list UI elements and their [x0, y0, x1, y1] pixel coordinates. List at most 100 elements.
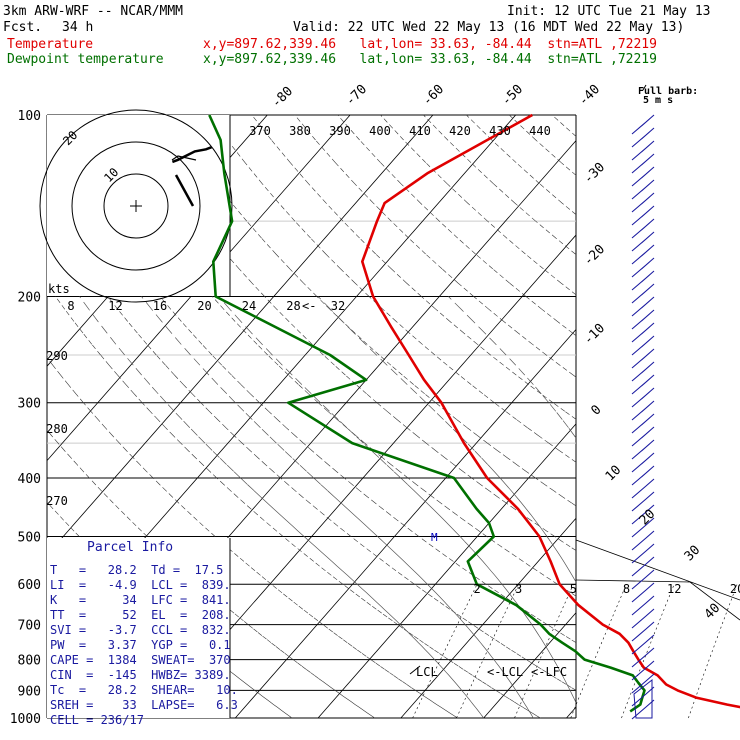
- theta-label: 370: [249, 124, 271, 138]
- model-title: 3km ARW-WRF -- NCAR/MMM: [3, 4, 184, 19]
- wind-barb: [631, 153, 655, 174]
- hodograph-ring: [39, 109, 233, 303]
- isotherm-line: [483, 612, 577, 719]
- theta-left-label: 290: [46, 349, 68, 363]
- wind-barb: [631, 231, 655, 252]
- wind-barb: [631, 543, 655, 564]
- theta-label: 400: [369, 124, 391, 138]
- lfc-label: <-LFC: [531, 665, 567, 679]
- moist-adiabat-line: [141, 296, 534, 719]
- pressure-tick-label-200: 200: [18, 291, 41, 306]
- dry-adiabat-line: [294, 114, 577, 378]
- wind-barb: [631, 335, 655, 356]
- moist-adiabat-line: [79, 296, 484, 719]
- parcel-info-row: LI = -4.9 LCL = 839.: [50, 578, 231, 592]
- isotherm-tick-label: -40: [576, 82, 603, 109]
- dry-adiabat-line: [46, 284, 541, 719]
- isotherm-tick-label: -50: [499, 82, 526, 109]
- theta-label: 430: [489, 124, 511, 138]
- pressure-tick-label-400: 400: [18, 472, 41, 487]
- mixing-ratio-line: [514, 584, 574, 719]
- wind-barb: [631, 673, 655, 694]
- speed-marker-arrow: <-: [302, 299, 316, 313]
- wind-barb: [631, 114, 655, 135]
- legend-dewpoint-info: x,y=897.62,339.46 lat,lon= 33.63, -84.44…: [203, 52, 657, 67]
- wind-barb: [631, 244, 655, 265]
- speed-tick-label: 28: [286, 299, 300, 313]
- speed-tick-label: 16: [153, 299, 167, 313]
- wind-barb: [631, 556, 655, 577]
- theta-label: 410: [409, 124, 431, 138]
- wind-barb: [631, 608, 655, 629]
- dry-adiabat-line: [46, 209, 577, 691]
- theta-label: 390: [329, 124, 351, 138]
- wind-barb-cluster: [633, 678, 653, 719]
- hodograph-units-label: kts: [48, 282, 70, 296]
- pressure-tick-label-700: 700: [18, 619, 41, 634]
- dry-adiabat-line: [466, 114, 577, 215]
- temperature-profile-line: [361, 113, 740, 709]
- wind-barb: [631, 309, 655, 330]
- sounding-profiles: [208, 113, 740, 713]
- dry-adiabat-line: [337, 114, 577, 336]
- parcel-info-row: CIN = -145 HWBZ= 3389.: [50, 668, 231, 682]
- wind-barb: [631, 465, 655, 486]
- wind-barb: [631, 192, 655, 213]
- isotherm-extension-line: [575, 539, 740, 621]
- lcl-label: <-LCL: [487, 665, 523, 679]
- mixing-ratio-line: [621, 584, 675, 719]
- isotherm-tick-label: -70: [343, 82, 370, 109]
- parcel-info-row: PW = 3.37 YGP = 0.1: [50, 638, 231, 652]
- parcel-info-row: T = 28.2 Td = 17.5: [50, 563, 223, 577]
- mixing-ratio-label: 5: [570, 582, 577, 596]
- wind-barb: [631, 530, 655, 551]
- isotherm-tick-label: -10: [581, 321, 608, 348]
- wind-barb: [631, 127, 655, 148]
- lcl-left-label: LCL: [416, 665, 438, 679]
- forecast-label: Fcst.: [3, 20, 43, 35]
- wind-barb: [631, 426, 655, 447]
- wind-barb: [631, 400, 655, 421]
- theta-left-label: 270: [46, 494, 68, 508]
- hodograph-ring: [103, 173, 169, 239]
- isotherm-tick-label: 10: [603, 463, 625, 485]
- init-time: Init: 12 UTC Tue 21 May 13: [507, 4, 711, 19]
- moist-adiabat-line: [448, 296, 577, 439]
- valid-time: Valid: 22 UTC Wed 22 May 13 (16 MDT Wed …: [293, 20, 685, 35]
- theta-label: 420: [449, 124, 471, 138]
- parcel-info-row: CAPE = 1384 SWEAT= 370: [50, 653, 231, 667]
- wind-barb: [631, 361, 655, 382]
- wind-barb: [631, 413, 655, 434]
- wind-key-value: 5 m s: [643, 95, 673, 106]
- wind-barbs: Full barb:5 m s: [631, 84, 698, 720]
- isotherm-tick-label: -80: [269, 84, 296, 111]
- wind-barb: [631, 257, 655, 278]
- parcel-info-row: SREH = 33 LAPSE= 6.3: [50, 698, 238, 712]
- mixing-ratio-label: 20: [730, 582, 740, 596]
- wind-barb: [631, 582, 655, 603]
- lcl-left-pointer: [409, 665, 421, 675]
- parcel-info-row: CELL = 236/17: [50, 713, 144, 727]
- isotherm-tick-label: 20: [637, 507, 659, 529]
- dewpoint-profile-line: [208, 114, 646, 713]
- hodograph-trace-hook: [171, 155, 197, 161]
- parcel-info-row: TT = 52 EL = 208.: [50, 608, 231, 622]
- mixing-ratio-line: [688, 584, 738, 719]
- dry-adiabat-line: [508, 114, 577, 176]
- wind-barb: [631, 452, 655, 473]
- mixing-ratio-label: 2: [474, 582, 481, 596]
- dry-adiabat-line: [46, 357, 458, 719]
- wind-barb: [631, 296, 655, 317]
- isotherm-tick-label: -60: [420, 82, 447, 109]
- forecast-hour: 34 h: [62, 20, 94, 35]
- wind-barb: [631, 660, 655, 681]
- hodograph-ring: [71, 141, 201, 271]
- legend-temperature-label: Temperature: [7, 37, 94, 52]
- isotherm-line: [400, 518, 577, 719]
- wind-barb: [631, 387, 655, 408]
- dry-adiabat-line: [423, 114, 577, 255]
- wind-barb: [631, 634, 655, 655]
- mixing-ratio-label: 12: [667, 582, 681, 596]
